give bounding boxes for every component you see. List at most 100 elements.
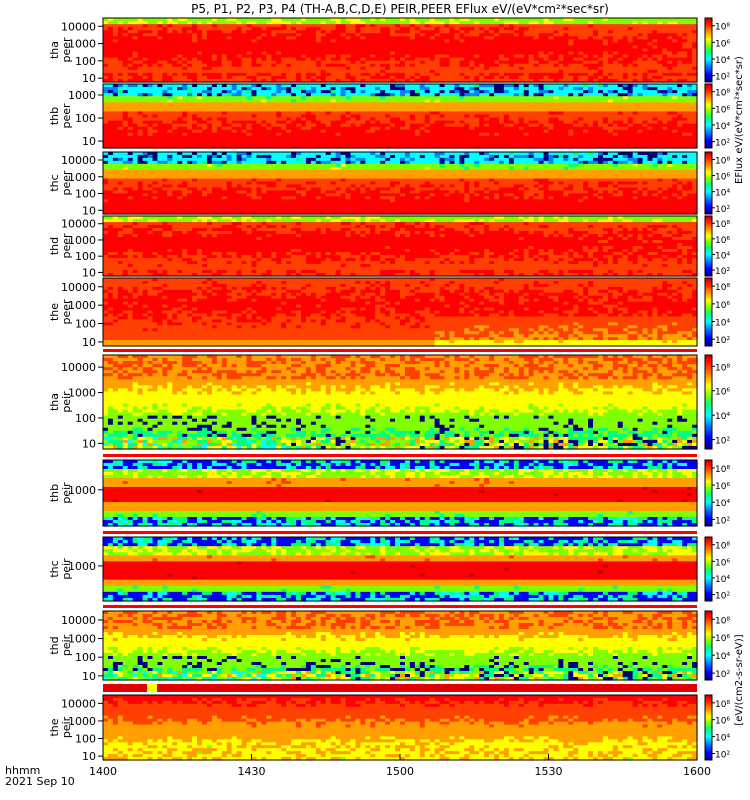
heatmap-cell	[503, 63, 510, 68]
heatmap-cell	[211, 24, 218, 28]
heatmap-cell	[444, 24, 451, 28]
heatmap-cell	[261, 39, 267, 43]
heatmap-cell	[182, 39, 188, 43]
heatmap-cell	[607, 42, 614, 47]
heatmap-cell	[652, 18, 658, 22]
heatmap-cell	[444, 18, 451, 22]
heatmap-cell	[400, 24, 406, 28]
heatmap-cell	[345, 72, 352, 77]
heatmap-cell	[449, 36, 456, 40]
heatmap-cell	[251, 30, 258, 34]
heatmap-cell	[266, 33, 272, 37]
heatmap-cell	[607, 78, 614, 83]
heatmap-cell	[335, 36, 342, 40]
chart-title: P5, P1, P2, P3, P4 (TH-A,B,C,D,E) PEIR,P…	[191, 2, 609, 16]
heatmap-cell	[315, 51, 322, 56]
heatmap-cell	[261, 51, 267, 56]
heatmap-cell	[474, 33, 480, 37]
heatmap-cell	[657, 39, 663, 43]
heatmap-cell	[192, 42, 198, 47]
heatmap-cell	[345, 21, 352, 25]
heatmap-cell	[548, 33, 555, 37]
heatmap-cell	[662, 30, 668, 34]
heatmap-cell	[325, 66, 332, 71]
heatmap-cell	[301, 24, 307, 28]
heatmap-cell	[276, 51, 282, 56]
heatmap-cell	[474, 60, 480, 65]
heatmap-cell	[325, 39, 332, 43]
heatmap-cell	[301, 57, 307, 62]
heatmap-cell	[494, 24, 500, 28]
heatmap-cell	[424, 36, 431, 40]
heatmap-cell	[251, 48, 258, 53]
heatmap-cell	[350, 78, 357, 83]
heatmap-cell	[355, 54, 361, 59]
heatmap-cell	[330, 78, 337, 83]
heatmap-cell	[404, 36, 411, 40]
heatmap-cell	[543, 45, 550, 50]
heatmap-cell	[192, 18, 198, 22]
heatmap-cell	[162, 72, 168, 77]
heatmap-cell	[103, 33, 109, 37]
heatmap-cell	[380, 39, 386, 43]
heatmap-cell	[518, 72, 525, 77]
heatmap-cell	[627, 33, 634, 37]
heatmap-cell	[325, 45, 332, 50]
heatmap-cell	[508, 42, 515, 47]
heatmap-cell	[276, 18, 282, 22]
heatmap-cell	[548, 60, 555, 65]
heatmap-cell	[231, 75, 238, 80]
heatmap-cell	[325, 36, 332, 40]
heatmap-cell	[637, 27, 644, 31]
heatmap-cell	[192, 78, 198, 83]
heatmap-cell	[444, 57, 451, 62]
heatmap-cell	[548, 69, 555, 74]
heatmap-cell	[182, 30, 188, 34]
heatmap-cell	[365, 63, 371, 68]
heatmap-cell	[202, 66, 208, 71]
heatmap-cell	[543, 48, 550, 53]
heatmap-cell	[390, 48, 396, 53]
heatmap-cell	[390, 18, 396, 22]
heatmap-cell	[261, 75, 267, 80]
heatmap-cell	[375, 78, 381, 83]
heatmap-cell	[390, 33, 396, 37]
heatmap-cell	[400, 21, 406, 25]
heatmap-cell	[612, 39, 619, 43]
heatmap-cell	[132, 48, 139, 53]
heatmap-cell	[617, 27, 624, 31]
heatmap-cell	[434, 66, 441, 71]
heatmap-cell	[390, 54, 396, 59]
heatmap-cell	[553, 63, 559, 68]
heatmap-cell	[271, 45, 277, 50]
heatmap-cell	[632, 48, 639, 53]
heatmap-cell	[657, 78, 663, 83]
heatmap-cell	[444, 60, 451, 65]
heatmap-cell	[429, 66, 436, 71]
heatmap-cell	[103, 54, 109, 59]
heatmap-cell	[444, 33, 451, 37]
heatmap-cell	[320, 51, 327, 56]
heatmap-cell	[360, 78, 366, 83]
heatmap-cell	[301, 51, 307, 56]
heatmap-cell	[117, 69, 124, 74]
y-tick-label: 100	[75, 55, 96, 68]
heatmap-cell	[602, 63, 609, 68]
heatmap-cell	[528, 24, 535, 28]
heatmap-cell	[226, 63, 233, 68]
heatmap-cell	[365, 60, 371, 65]
heatmap-cell	[241, 48, 248, 53]
heatmap-cell	[355, 39, 361, 43]
heatmap-cell	[573, 24, 579, 28]
heatmap-cell	[484, 36, 490, 40]
heatmap-cell	[449, 42, 456, 47]
heatmap-cell	[400, 33, 406, 37]
heatmap-cell	[390, 66, 396, 71]
heatmap-cell	[657, 33, 663, 37]
heatmap-cell	[330, 57, 337, 62]
heatmap-cell	[622, 54, 629, 59]
heatmap-cell	[187, 60, 193, 65]
heatmap-cell	[652, 63, 658, 68]
heatmap-cell	[350, 18, 357, 22]
heatmap-cell	[513, 33, 520, 37]
